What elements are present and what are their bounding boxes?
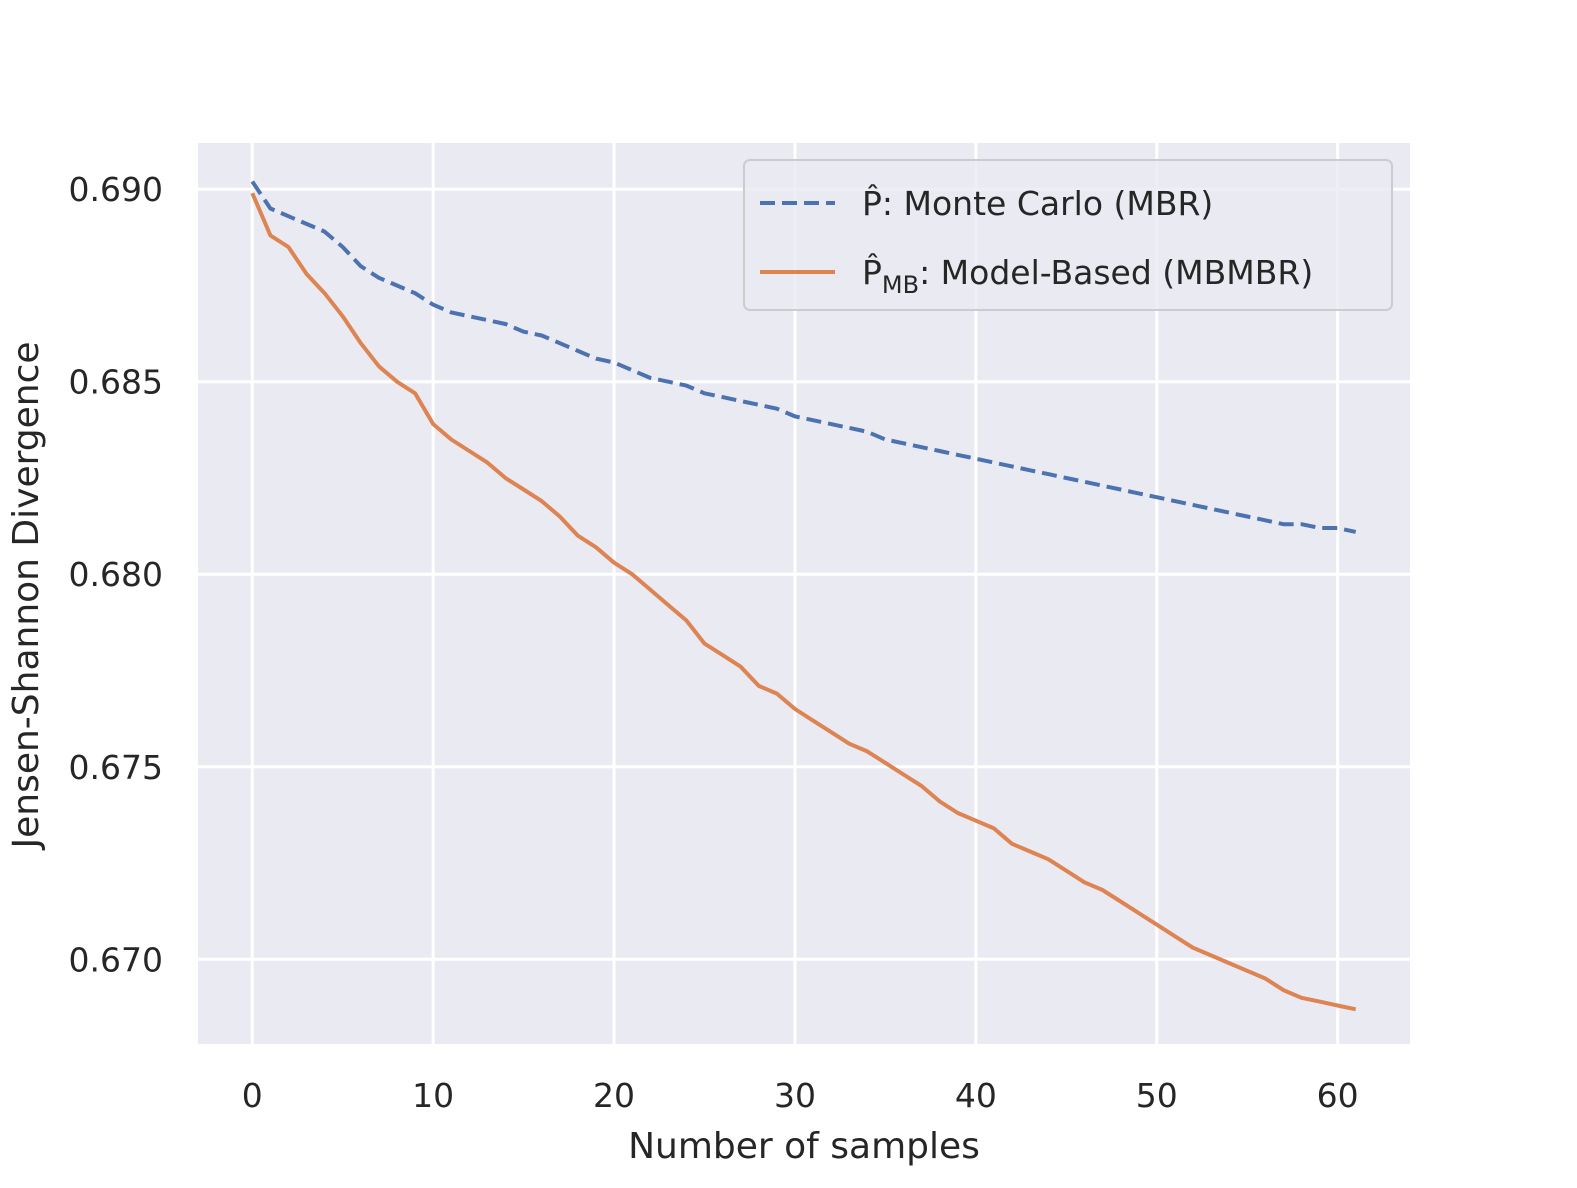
series-line-0	[250, 180, 1357, 534]
series-lines	[250, 180, 1357, 1012]
x-tick-label: 40	[955, 1076, 997, 1115]
x-tick-label: 30	[774, 1076, 816, 1115]
series-line-1	[250, 192, 1357, 1012]
x-tick-label: 10	[412, 1076, 454, 1115]
y-tick-label: 0.670	[69, 940, 163, 979]
x-tick-label: 60	[1317, 1076, 1359, 1115]
y-tick-label: 0.680	[69, 555, 163, 594]
x-tick-label: 50	[1136, 1076, 1178, 1115]
tick-labels: 0 10 20 30 40 50 60 0.670 0.675 0.680 0.685 0.690	[69, 170, 1359, 1115]
y-tick-label: 0.685	[69, 363, 163, 402]
legend-box	[743, 159, 1393, 311]
x-tick-label: 20	[593, 1076, 635, 1115]
legend-label: P̂: Monte Carlo (MBR)	[862, 183, 1213, 223]
x-tick-label: 0	[242, 1076, 263, 1115]
y-tick-label: 0.675	[69, 748, 163, 787]
y-axis-title: Jensen-Shannon Divergence	[6, 341, 47, 850]
y-tick-label: 0.690	[69, 170, 163, 209]
legend: P̂: Monte Carlo (MBR) P̂MB: Model-Based (…	[743, 159, 1393, 311]
gridlines	[198, 143, 1410, 1044]
x-axis-title: Number of samples	[628, 1126, 980, 1167]
legend-label: P̂MB: Model-Based (MBMBR)	[862, 252, 1313, 299]
